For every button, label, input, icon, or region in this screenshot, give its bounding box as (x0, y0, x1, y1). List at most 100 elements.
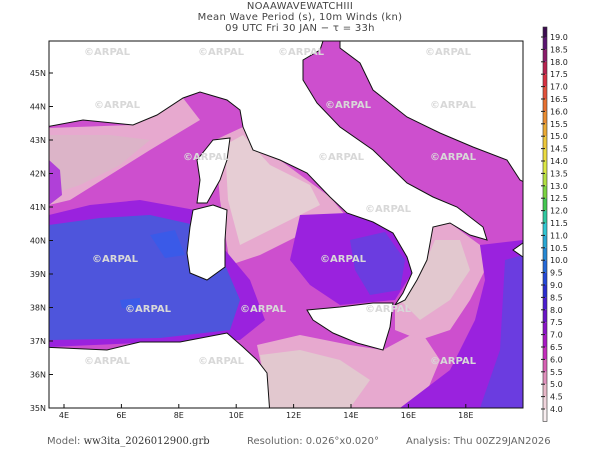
arpal-watermark: ©ARPAL (430, 152, 477, 163)
lon-label: 16E (401, 411, 416, 420)
resolution-info: Resolution: 0.026°x0.020° (247, 436, 379, 447)
lat-label: 38N (30, 304, 46, 313)
colorbar-label: 9.5 (550, 269, 563, 278)
sicily (306, 302, 394, 351)
arpal-watermark: ©ARPAL (430, 100, 477, 111)
arpal-watermark: ©ARPAL (183, 152, 230, 163)
southern-pale-zone (260, 350, 370, 408)
colorbar-segment (543, 371, 547, 385)
colorbar-segment (543, 74, 547, 87)
balkans-coast (339, 41, 523, 183)
colorbar-segment (543, 347, 547, 360)
arpal-watermark: ©ARPAL (320, 254, 367, 265)
arpal-watermarks: ©ARPAL ©ARPAL ©ARPAL ©ARPAL ©ARPAL ©ARPAL ©ARP… (84, 47, 477, 367)
colorbar-segment (543, 223, 547, 236)
colorbar-segment (543, 86, 547, 99)
greece-coast (512, 242, 523, 258)
deep-blue-core-2 (120, 298, 140, 310)
colorbar-outline (542, 26, 548, 422)
arpal-watermark: ©ARPAL (325, 100, 372, 111)
arpal-watermark: ©ARPAL (278, 47, 325, 58)
lat-label: 36N (30, 371, 46, 380)
colorbar-label: 18.0 (550, 58, 568, 67)
colorbar-segment (543, 409, 547, 422)
lat-label: 44N (30, 103, 46, 112)
model-label: Model: (47, 436, 81, 447)
arpal-watermark: ©ARPAL (365, 204, 412, 215)
colorbar-top-segment (543, 27, 547, 37)
model-info: Model: ww3ita_2026012900.grb (47, 436, 210, 448)
variable-title: Mean Wave Period (s), 10m Winds (kn) (197, 12, 403, 23)
lat-label: 37N (30, 337, 46, 346)
colorbar-label: 15.0 (550, 132, 568, 141)
colorbar-label: 11.0 (550, 231, 568, 240)
analysis-info: Analysis: Thu 00Z29JAN2026 (406, 436, 551, 447)
lon-label: 12E (286, 411, 301, 420)
colorbar-segment (543, 272, 547, 285)
arpal-watermark: ©ARPAL (92, 254, 139, 265)
ionian-purple-band (400, 240, 523, 408)
colorbar-segment (543, 384, 547, 397)
ligurian-pale-zone (49, 135, 150, 195)
lon-label: 6E (116, 411, 126, 420)
colorbar-segment (543, 260, 547, 273)
colorbar-segment (543, 285, 547, 298)
colorbar-segment (543, 49, 547, 62)
arpal-watermark: ©ARPAL (425, 47, 472, 58)
colorbar-label: 18.5 (550, 45, 568, 54)
lon-label: 10E (229, 411, 244, 420)
latitude-labels: 35N 36N 37N 38N 39N 40N 41N 42N 43N 44N 45N (30, 69, 53, 413)
model-file: ww3ita_2026012900.grb (83, 436, 210, 447)
colorbar-segment (543, 123, 547, 137)
land (49, 41, 523, 408)
colorbar-label: 16.5 (550, 95, 568, 104)
colorbar-label: 16.0 (550, 107, 568, 116)
colorbar-segment (543, 334, 547, 347)
colorbar: 19.0 18.5 18.0 17.5 17.0 16.5 16.0 15.5 15.0 14.5… (541, 26, 568, 422)
arpal-watermark: ©ARPAL (84, 356, 131, 367)
lon-label: 14E (343, 411, 358, 420)
colorbar-segment (543, 322, 547, 335)
corsica (196, 137, 231, 204)
colorbar-segment (543, 99, 547, 112)
colorbar-label: 11.5 (550, 219, 568, 228)
lat-label: 43N (30, 136, 46, 145)
tyrrhenian-violet-zone (350, 232, 405, 295)
lat-label: 35N (30, 404, 46, 413)
arpal-watermark: ©ARPAL (198, 47, 245, 58)
sardinia (186, 204, 228, 281)
colorbar-segment (543, 61, 547, 75)
lon-label: 4E (59, 411, 69, 420)
valid-time-title: 09 UTC Fri 30 JAN − τ = 33h (225, 23, 375, 34)
colorbar-segment (543, 235, 547, 248)
arpal-watermark: ©ARPAL (198, 356, 245, 367)
gulf-lion-purple (49, 160, 62, 205)
lat-label: 39N (30, 270, 46, 279)
colorbar-label: 8.0 (550, 306, 563, 315)
lat-label: 40N (30, 237, 46, 246)
tyrrhenian-pale-zone (225, 135, 320, 245)
colorbar-label: 14.5 (550, 145, 568, 154)
colorbar-label: 10.5 (550, 244, 568, 253)
colorbar-label: 6.0 (550, 355, 563, 364)
colorbar-segment (543, 359, 547, 372)
arpal-watermark: ©ARPAL (125, 304, 172, 315)
colorbar-segment (543, 173, 547, 186)
colorbar-label: 8.5 (550, 293, 563, 302)
italy-mainland (49, 41, 488, 307)
arpal-watermark: ©ARPAL (430, 356, 477, 367)
longitude-labels: 4E 6E 8E 10E 12E 14E 16E 18E (59, 404, 473, 420)
lat-label: 41N (30, 203, 46, 212)
north-africa (49, 332, 271, 408)
colorbar-segment (543, 198, 547, 211)
colorbar-label: 10.0 (550, 256, 568, 265)
colorbar-label: 5.0 (550, 380, 563, 389)
colorbar-segment (543, 396, 547, 409)
ionian-violet-band (480, 255, 523, 408)
lat-label: 42N (30, 170, 46, 179)
colorbar-label: 6.5 (550, 343, 563, 352)
colorbar-label: 12.0 (550, 207, 568, 216)
lon-label: 18E (458, 411, 473, 420)
colorbar-label: 9.0 (550, 281, 563, 290)
